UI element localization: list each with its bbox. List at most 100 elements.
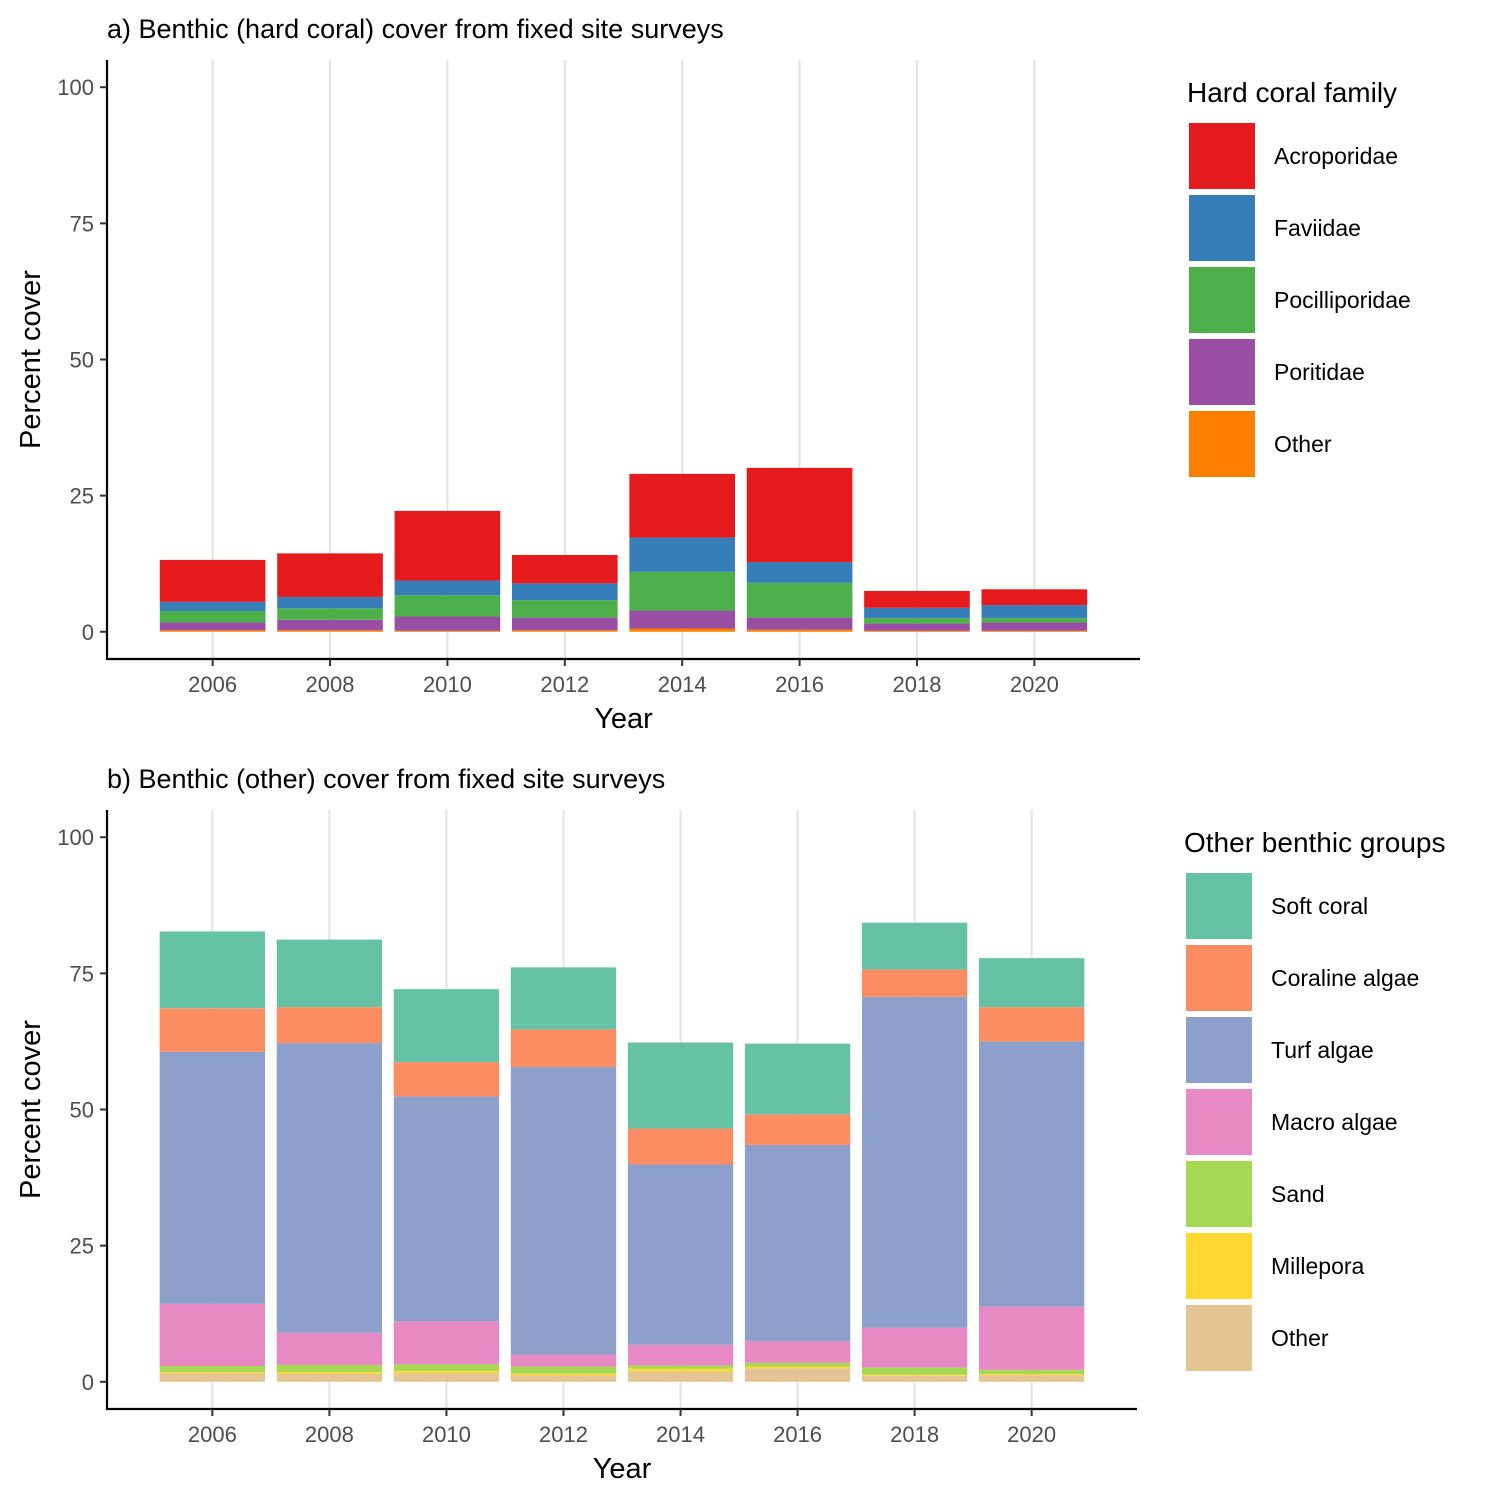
bar-sand-2020 xyxy=(978,1369,1085,1375)
bar-pocilliporidae-2006 xyxy=(159,611,266,623)
legend-title: Other benthic groups xyxy=(1184,827,1446,858)
bar-macro-algae-2006 xyxy=(159,1303,266,1366)
y-tick-label-25: 25 xyxy=(70,1234,94,1259)
legend-key-faviidae xyxy=(1189,195,1255,261)
bar-millepora-2016 xyxy=(744,1366,851,1369)
bar-pocilliporidae-2014 xyxy=(629,571,736,611)
bar-poritidae-2014 xyxy=(629,610,736,629)
legend-key-millepora xyxy=(1186,1233,1252,1299)
bar-soft-coral-2010 xyxy=(393,989,500,1063)
bar-other-2012 xyxy=(511,630,618,632)
bar-turf-algae-2018 xyxy=(861,996,968,1328)
bar-faviidae-2016 xyxy=(746,562,853,583)
x-tick-label-2012: 2012 xyxy=(540,672,589,697)
y-axis-title: Percent cover xyxy=(15,1020,47,1199)
legend-label-sand: Sand xyxy=(1271,1181,1325,1207)
bar-macro-algae-2020 xyxy=(978,1306,1085,1370)
bar-macro-algae-2008 xyxy=(276,1332,383,1365)
y-tick-label-100: 100 xyxy=(57,75,94,100)
bar-acroporidae-2010 xyxy=(394,510,501,581)
legend-label-other: Other xyxy=(1274,431,1332,457)
legend-label-millepora: Millepora xyxy=(1271,1253,1365,1279)
bar-turf-algae-2010 xyxy=(393,1096,500,1322)
bar-soft-coral-2018 xyxy=(861,922,968,970)
legend-key-other xyxy=(1189,411,1255,477)
bar-macro-algae-2014 xyxy=(627,1344,734,1366)
bar-sand-2006 xyxy=(159,1365,266,1372)
bar-poritidae-2016 xyxy=(746,617,853,630)
bar-sand-2014 xyxy=(627,1365,734,1369)
x-tick-label-2010: 2010 xyxy=(422,1422,471,1447)
bar-millepora-2020 xyxy=(978,1374,1085,1376)
y-tick-label-75: 75 xyxy=(70,211,94,236)
bar-other-2014 xyxy=(627,1371,734,1382)
x-tick-label-2020: 2020 xyxy=(1007,1422,1056,1447)
y-tick-label-75: 75 xyxy=(70,961,94,986)
bar-macro-algae-2018 xyxy=(861,1327,968,1368)
bar-macro-algae-2012 xyxy=(510,1354,617,1367)
bar-faviidae-2010 xyxy=(394,580,501,596)
x-tick-label-2006: 2006 xyxy=(188,672,237,697)
bar-acroporidae-2020 xyxy=(981,589,1088,606)
x-tick-label-2016: 2016 xyxy=(773,1422,822,1447)
bar-pocilliporidae-2008 xyxy=(277,608,383,620)
x-tick-label-2008: 2008 xyxy=(305,1422,354,1447)
bar-faviidae-2008 xyxy=(277,596,383,609)
bar-acroporidae-2016 xyxy=(746,467,853,563)
panel-title: b) Benthic (other) cover from fixed site… xyxy=(107,764,665,794)
y-tick-label-50: 50 xyxy=(70,348,94,373)
panel-title: a) Benthic (hard coral) cover from fixed… xyxy=(107,14,724,44)
x-axis-title: Year xyxy=(593,1453,652,1485)
bar-acroporidae-2012 xyxy=(511,554,618,584)
bar-other-2010 xyxy=(394,630,501,632)
bar-other-2020 xyxy=(978,1375,1085,1382)
x-tick-label-2016: 2016 xyxy=(775,672,824,697)
x-tick-label-2020: 2020 xyxy=(1010,672,1059,697)
legend-key-soft-coral xyxy=(1186,873,1252,939)
bar-soft-coral-2008 xyxy=(276,939,383,1008)
legend-label-macro-algae: Macro algae xyxy=(1271,1109,1398,1135)
bar-other-2012 xyxy=(510,1375,617,1382)
bar-turf-algae-2006 xyxy=(159,1051,266,1304)
bar-other-2006 xyxy=(159,630,266,632)
panel-b: 0 25 50 75 100 2006 2008 2010 2012 2014 2016 2018 20… xyxy=(15,764,1446,1485)
legend-key-turf-algae xyxy=(1186,1017,1252,1083)
bar-macro-algae-2010 xyxy=(393,1321,500,1365)
x-tick-label-2010: 2010 xyxy=(423,672,472,697)
x-axis-title: Year xyxy=(594,703,653,735)
bar-pocilliporidae-2018 xyxy=(864,618,970,624)
legend-title: Hard coral family xyxy=(1187,77,1397,108)
legend-label-faviidae: Faviidae xyxy=(1274,215,1361,241)
x-tick-label-2008: 2008 xyxy=(306,672,355,697)
legend-label-soft-coral: Soft coral xyxy=(1271,893,1368,919)
bar-turf-algae-2012 xyxy=(510,1067,617,1355)
bar-other-2010 xyxy=(393,1373,500,1382)
bar-coraline-algae-2006 xyxy=(159,1008,266,1052)
bar-pocilliporidae-2020 xyxy=(981,618,1088,623)
bar-sand-2012 xyxy=(510,1366,617,1374)
legend-label-pocilliporidae: Pocilliporidae xyxy=(1274,287,1411,313)
bar-millepora-2008 xyxy=(276,1371,383,1374)
legend-key-poritidae xyxy=(1189,339,1255,405)
bar-soft-coral-2006 xyxy=(159,931,266,1009)
bar-other-2014 xyxy=(629,628,736,632)
bar-other-2020 xyxy=(981,630,1088,632)
legend-label-poritidae: Poritidae xyxy=(1274,359,1365,385)
bar-faviidae-2006 xyxy=(159,601,266,612)
y-tick-label-0: 0 xyxy=(82,620,94,645)
bar-millepora-2006 xyxy=(159,1371,266,1374)
bar-acroporidae-2006 xyxy=(159,559,266,602)
legend-key-acroporidae xyxy=(1189,123,1255,189)
bar-coraline-algae-2008 xyxy=(276,1007,383,1044)
bar-turf-algae-2016 xyxy=(744,1144,851,1341)
legend-label-other: Other xyxy=(1271,1325,1329,1351)
bar-turf-algae-2020 xyxy=(978,1041,1085,1307)
bar-faviidae-2012 xyxy=(511,583,618,601)
x-tick-label-2018: 2018 xyxy=(892,672,941,697)
y-axis-title: Percent cover xyxy=(15,270,47,449)
bar-poritidae-2008 xyxy=(277,619,383,631)
bar-sand-2018 xyxy=(861,1367,968,1375)
bar-other-2016 xyxy=(744,1368,851,1382)
bar-poritidae-2020 xyxy=(981,622,1088,631)
bar-other-2008 xyxy=(276,1373,383,1382)
